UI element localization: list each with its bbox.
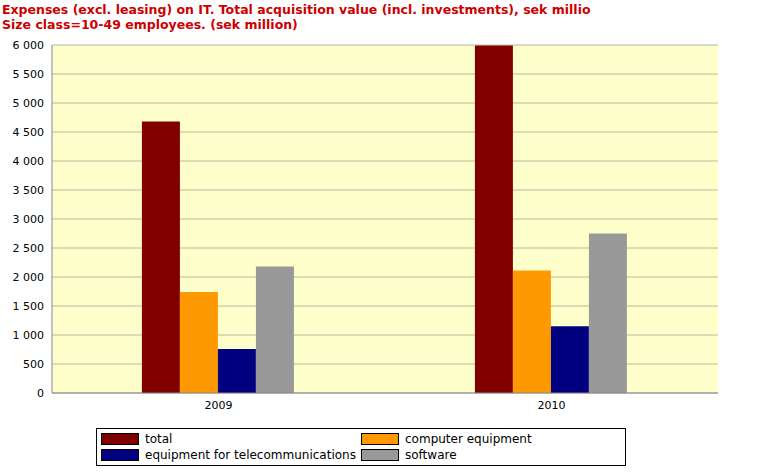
svg-text:0: 0	[37, 387, 44, 400]
svg-text:2010: 2010	[538, 399, 566, 412]
html-text:equipment for telecommunicatio: equipment for telecommunications	[145, 448, 356, 462]
html-text:software: software	[405, 448, 457, 462]
svg-text:2009: 2009	[205, 399, 233, 412]
svg-text:4 500: 4 500	[13, 126, 45, 139]
svg-text:5 000: 5 000	[13, 97, 45, 110]
svg-text:3 000: 3 000	[13, 213, 45, 226]
svg-text:2 000: 2 000	[13, 271, 45, 284]
html-text:Size class=10-49 employees. (s: Size class=10-49 employees. (sek million…	[2, 17, 298, 32]
svg-text:6 000: 6 000	[13, 39, 45, 52]
svg-text:5 500: 5 500	[13, 68, 45, 81]
svg-text:4 000: 4 000	[13, 155, 45, 168]
svg-text:3 500: 3 500	[13, 184, 45, 197]
svg-text:1 000: 1 000	[13, 329, 45, 342]
svg-text:1 500: 1 500	[13, 300, 45, 313]
html-text:total: total	[145, 432, 173, 446]
svg-text:500: 500	[23, 358, 44, 371]
html-text:Expenses (excl. leasing) on IT: Expenses (excl. leasing) on IT. Total ac…	[2, 2, 591, 17]
svg-text:2 500: 2 500	[13, 242, 45, 255]
html-text:computer equipment: computer equipment	[405, 432, 532, 446]
